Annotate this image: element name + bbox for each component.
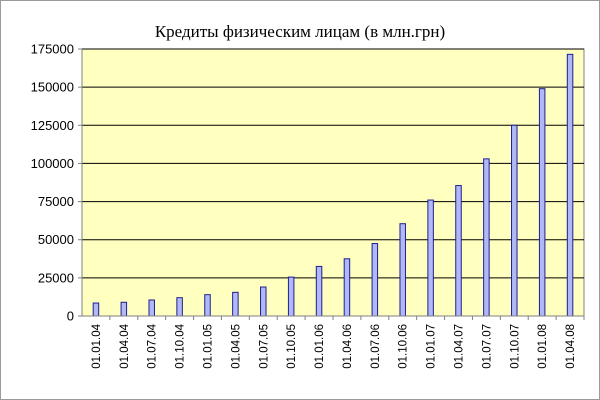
y-tick-label: 25000 [38,270,74,285]
x-axis-ticks: 01.01.04 01.04.04 01.07.04 01.10.04 01.01.05… [91,316,585,369]
x-tick-label: 01.10.04 [175,323,187,368]
y-tick-label: 0 [67,309,74,324]
y-axis-ticks: 0 25000 50000 75000 100000 125000 150000 175000 [31,42,82,324]
bar [455,185,462,317]
x-tick-label: 01.07.04 [147,323,159,368]
bar [511,124,518,317]
x-tick-label: 01.10.05 [286,324,298,369]
y-tick-label: 75000 [38,194,74,209]
bar [566,53,574,317]
x-tick-label: 01.10.07 [509,324,521,369]
bar [427,199,434,317]
x-tick-label: 01.04.04 [119,323,131,368]
x-tick-label: 01.01.07 [426,324,438,369]
bar [315,265,323,317]
bar [343,258,351,317]
x-tick-label: 01.10.06 [398,324,410,369]
y-tick-label: 175000 [31,42,74,57]
chart-title: Кредиты физическим лицам (в млн.грн) [155,22,445,41]
bar [176,297,183,317]
bar [204,294,211,317]
bar [92,302,100,317]
bar [120,301,128,317]
x-tick-label: 01.01.06 [314,324,326,369]
bar [371,243,379,317]
y-tick-label: 125000 [31,118,74,133]
x-tick-label: 01.04.06 [342,324,354,369]
x-tick-label: 01.01.05 [203,324,215,369]
bar [232,291,239,317]
x-tick-label: 01.04.07 [454,324,466,369]
y-tick-label: 150000 [31,80,74,95]
bar [538,88,546,317]
y-tick-label: 50000 [38,232,74,247]
bar [483,158,490,317]
plot-area [81,48,585,317]
x-tick-label: 01.04.05 [230,324,242,369]
x-tick-label: 01.01.04 [91,323,103,368]
x-tick-label: 01.07.05 [258,324,270,369]
gridlines [82,48,584,279]
x-tick-label: 01.01.08 [537,324,549,369]
x-tick-label: 01.04.08 [565,324,577,369]
x-tick-label: 01.07.07 [481,324,493,369]
bar [260,286,267,317]
bar [148,299,155,317]
x-tick-label: 01.07.06 [370,324,382,369]
bar [399,223,406,317]
bar [287,276,295,317]
y-tick-label: 100000 [31,156,74,171]
